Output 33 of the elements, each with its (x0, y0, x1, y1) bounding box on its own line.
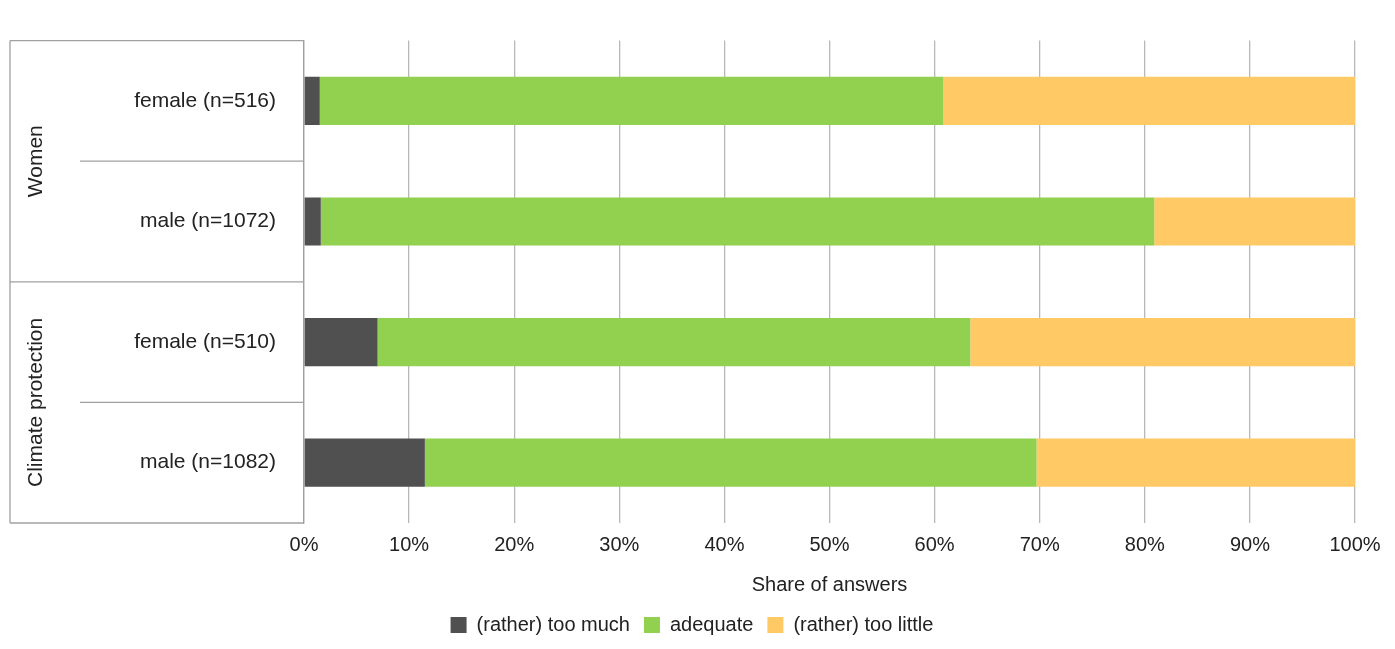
legend-label: (rather) too little (793, 612, 934, 635)
bar (377, 317, 971, 367)
y-tick-label: female (n=516) (134, 87, 276, 111)
x-tick-label: 80% (1124, 532, 1166, 555)
text: Women (22, 125, 46, 198)
y-tick-label: female (n=510) (134, 328, 276, 352)
bar (1154, 197, 1355, 246)
y-tick-label: male (n=1072) (140, 208, 276, 232)
bar (424, 438, 1037, 487)
bar (304, 317, 378, 367)
x-axis-title: Share of answers (751, 572, 908, 595)
x-tick-label: 60% (914, 532, 955, 555)
text: Climate protection (22, 317, 46, 488)
bar (1036, 438, 1355, 487)
bar (319, 76, 944, 126)
x-tick-label: 20% (494, 532, 535, 555)
bar (304, 197, 321, 246)
x-tick-label: 70% (1019, 532, 1060, 555)
bar (304, 76, 320, 126)
bar (304, 438, 425, 487)
x-tick-label: 40% (704, 532, 745, 555)
x-tick-label: 100% (1329, 532, 1381, 555)
y-tick-label: male (n=1082) (140, 449, 276, 473)
legend-label: adequate (669, 612, 754, 635)
x-tick-label: 50% (809, 532, 850, 555)
x-tick-label: 30% (599, 532, 640, 555)
x-tick-label: 0% (289, 532, 319, 555)
bar (970, 317, 1355, 367)
bar (943, 76, 1355, 126)
x-tick-label: 10% (389, 532, 430, 555)
bar (320, 197, 1155, 246)
legend-label: (rather) too much (476, 612, 630, 635)
x-tick-label: 90% (1229, 532, 1271, 555)
